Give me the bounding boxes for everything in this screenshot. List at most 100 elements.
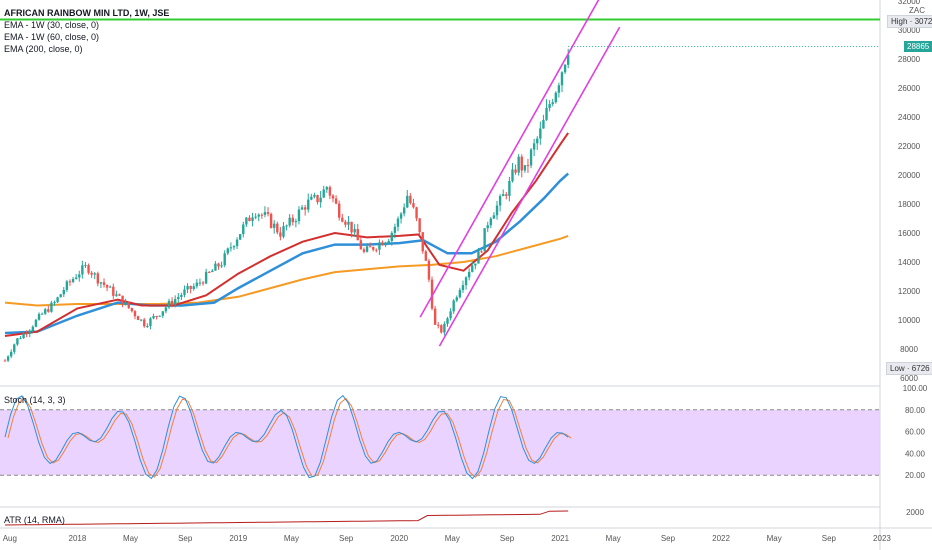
candle-body [433, 308, 437, 325]
candle-body [409, 195, 412, 204]
atr-line [4, 510, 569, 526]
stoch-k-line [4, 394, 569, 480]
candle-body [316, 195, 319, 203]
candle [81, 260, 84, 279]
candle [402, 203, 406, 217]
candle-body [421, 232, 424, 252]
candle [229, 242, 233, 252]
atr-legend[interactable]: ATR (14, RMA) [4, 515, 65, 525]
candle-body [393, 226, 397, 233]
candle [297, 206, 301, 225]
candle-body [303, 207, 307, 210]
candle-body [133, 311, 137, 317]
candle-body [325, 187, 329, 190]
candle-body [71, 278, 75, 283]
price-tick-label: 8000 [900, 345, 918, 354]
candle-body [356, 229, 359, 241]
candle-body [331, 195, 335, 199]
candle [566, 48, 570, 69]
candle-body [186, 285, 189, 290]
candle-body [105, 284, 109, 288]
candle [282, 222, 285, 239]
candle-body [248, 217, 251, 222]
candle [310, 193, 313, 201]
ema30-legend[interactable]: EMA - 1W (30, close, 0) [4, 20, 100, 30]
candle-body [560, 72, 564, 86]
candle-body [173, 299, 177, 305]
candle [201, 280, 205, 286]
candle-body [121, 295, 124, 306]
channel-upper-line [419, 0, 600, 318]
candle-body [189, 285, 192, 290]
candle-body [297, 209, 301, 222]
candle-body [526, 165, 530, 167]
time-axis-label: May [123, 534, 138, 543]
candle [124, 298, 127, 306]
candle-body [542, 119, 545, 129]
candle [192, 283, 195, 291]
candle-body [467, 271, 471, 278]
candle-body [551, 102, 554, 105]
candle [62, 286, 65, 298]
candle [322, 185, 325, 198]
price-tick-label: 22000 [898, 142, 921, 151]
candle-body [223, 253, 226, 266]
candle [266, 207, 270, 217]
candle [430, 276, 434, 311]
candle-body [337, 203, 341, 218]
candle [378, 239, 381, 255]
candle [536, 136, 539, 150]
candle-body [158, 315, 161, 317]
candle-body [458, 290, 462, 298]
candle [34, 318, 38, 328]
stoch-tick-label: 20.00 [905, 471, 926, 480]
candle-body [136, 316, 140, 321]
candle-body [529, 149, 533, 166]
candle [223, 250, 226, 268]
candle [22, 331, 25, 339]
stoch-tick-label: 40.00 [905, 449, 926, 458]
candle-body [235, 239, 239, 247]
candle [489, 217, 493, 229]
candle-body [461, 285, 465, 291]
candle-body [238, 234, 242, 240]
time-axis-label: 2023 [873, 534, 891, 543]
candle-body [384, 242, 387, 246]
candle [248, 215, 251, 222]
candle-body [28, 330, 31, 334]
chart-title: AFRICAN RAINBOW MIN LTD, 1W, JSE [4, 8, 170, 18]
candle-body [406, 195, 409, 208]
candle [474, 263, 477, 270]
candle-body [536, 138, 539, 144]
time-axis-label: 2018 [69, 534, 87, 543]
stoch-legend[interactable]: Stoch (14, 3, 3) [4, 395, 66, 405]
candle [13, 343, 16, 355]
high-marker: High · 30725 [887, 15, 932, 28]
stoch-band [0, 409, 880, 476]
candle [232, 245, 236, 250]
candle-body [62, 289, 65, 295]
ema60-legend[interactable]: EMA - 1W (60, close, 0) [4, 32, 100, 42]
candle-body [170, 300, 174, 305]
candle-body [263, 212, 267, 215]
candle [307, 193, 310, 213]
candle [65, 279, 69, 292]
candle [9, 349, 13, 359]
candle-body [282, 226, 285, 237]
candle-body [266, 212, 270, 214]
candle-body [505, 194, 508, 196]
candle [260, 213, 264, 219]
stoch-tick-label: 80.00 [905, 406, 926, 415]
candle-body [251, 217, 254, 222]
candle-body [545, 107, 548, 120]
candle-body [102, 282, 106, 285]
candle [381, 240, 384, 246]
candle [146, 323, 149, 328]
candle [368, 242, 372, 248]
candle-body [31, 326, 35, 331]
ema200-legend[interactable]: EMA (200, close, 0) [4, 44, 83, 54]
candle-body [208, 271, 211, 273]
candle [37, 312, 41, 321]
candle-body [260, 214, 264, 216]
